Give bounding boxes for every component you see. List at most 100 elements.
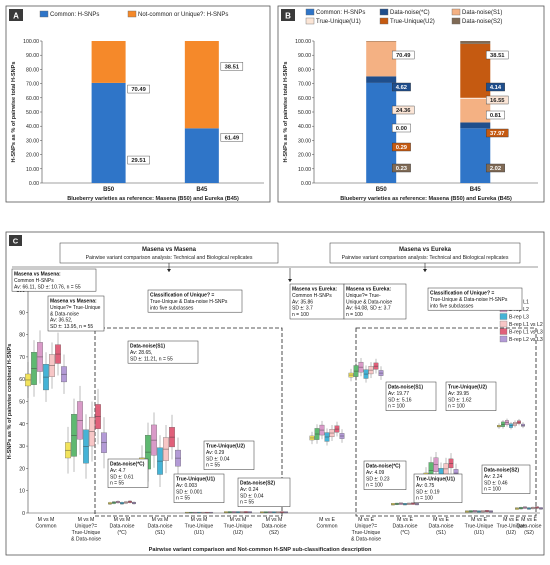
bar-segment: [460, 44, 490, 98]
annotation-text: Masena vs Masena:: [50, 299, 97, 305]
y-tick-label: 20.00: [26, 153, 39, 159]
x-tick-label: M vs M: [114, 517, 131, 523]
x-tick-label: Unique?=: [75, 524, 97, 530]
y-tick-label: 80.00: [26, 67, 39, 73]
annotation-text: Common H-SNPs: [292, 293, 332, 299]
annotation-text: SD ±: 0.001: [176, 489, 203, 495]
legend-swatch: [380, 18, 388, 24]
x-tick-label: B50: [103, 187, 115, 193]
x-tick-label: M vs M: [78, 517, 95, 523]
annotation-text: Av: 4.7: [110, 468, 126, 474]
legend-label: Data-noise(*C): [390, 10, 430, 16]
bar-segment: [366, 42, 396, 77]
data-label: 0.81: [490, 113, 502, 119]
x-tick-label: True-Unique: [465, 524, 494, 530]
annotation-text: into five subclasses: [430, 303, 474, 309]
x-tick-label: True-Unique: [352, 530, 381, 536]
bar-segment: [460, 41, 490, 44]
annotation-text: SD ±: 0.46: [484, 480, 508, 486]
annotation-text: n = 100: [366, 483, 383, 489]
x-tick-label: M vs E: [503, 517, 519, 523]
x-tick-label: Data-noise: [428, 524, 453, 530]
legend-swatch: [306, 9, 314, 15]
annotation-text: Masena vs Eureka:: [346, 287, 391, 293]
legend-label: True-Unique(U2): [390, 19, 435, 25]
annotation-text: SD ±: 11.21, n = 55: [130, 356, 173, 362]
data-label: 29.51: [131, 158, 146, 164]
x-tick-label: True-Unique: [224, 524, 253, 530]
data-label: 4.62: [396, 85, 407, 91]
y-tick-label: 60: [19, 377, 25, 383]
x-tick-label: Common: [35, 524, 56, 530]
legend-swatch: [452, 9, 460, 15]
panel-letter: A: [13, 12, 19, 21]
bar-segment: [185, 128, 219, 183]
x-tick-label: (U2): [233, 530, 243, 536]
annotation-text: Av: 0.24: [240, 487, 258, 493]
y-axis-label: H-SNPs as % of pairwise total H-SNPs: [283, 61, 289, 162]
legend-label: Data-noise(S2): [462, 19, 502, 25]
data-label: 2.02: [490, 166, 501, 172]
annotation-text: & Data-noise: [50, 311, 79, 317]
panel-frame: [6, 6, 270, 202]
annotation-text: SD ±: 3.7: [292, 306, 313, 312]
annotation-text: Data-noise(S1): [388, 385, 423, 391]
data-label: 24.36: [396, 108, 411, 114]
annotation-text: SD ±: 13.95, n = 55: [50, 324, 93, 330]
legend-label: B-rep L2 vs L3: [509, 337, 543, 343]
legend-swatch: [500, 314, 507, 320]
annotation-text: SD ±: 0.23: [366, 476, 390, 482]
x-tick-label: B45: [470, 187, 482, 193]
x-tick-label: (U1): [474, 530, 484, 536]
header-title: Masena vs Masena: [142, 247, 197, 253]
box: [260, 512, 263, 513]
data-label: 70.49: [131, 87, 146, 93]
y-axis-label: H-SNPs as % of pairwise combined H-SNPs: [7, 344, 13, 460]
y-tick-label: 70.00: [298, 82, 311, 88]
y-tick-label: 50.00: [26, 110, 39, 116]
header-title: Masena vs Eureka: [399, 247, 452, 253]
annotation-text: SD ±: 0.04: [206, 456, 230, 462]
y-axis-label: H-SNPs as % of pairwise total H-SNPs: [11, 61, 17, 162]
annotation-text: Unique?= True-Unique: [50, 305, 101, 311]
y-tick-label: 20.00: [298, 153, 311, 159]
data-label: 16.55: [490, 98, 505, 104]
y-tick-label: 0.00: [29, 181, 39, 187]
x-tick-label: M vs M: [230, 517, 247, 523]
y-tick-label: 30: [19, 444, 25, 450]
legend-swatch: [40, 11, 48, 17]
y-tick-label: 100.00: [295, 39, 311, 45]
x-tick-label: M vs M: [191, 517, 208, 523]
annotation-text: Data-noise(S2): [240, 481, 275, 487]
annotation-text: Data-noise(*C): [110, 462, 145, 468]
x-tick-label: & Data-noise: [71, 537, 101, 543]
y-tick-label: 60.00: [26, 96, 39, 102]
annotation-text: n = 100: [346, 312, 363, 318]
x-tick-label: M vs M: [266, 517, 283, 523]
legend-label: Common: H-SNPs: [316, 10, 365, 16]
annotation-text: True-Unique & Data-noise H-SNPs: [150, 299, 228, 305]
annotation-text: Av: 66.11, SD ±: 10.76, n = 55: [14, 284, 81, 290]
data-label: 4.14: [490, 85, 502, 91]
x-axis-label: Pairwise variant comparison and Not-comm…: [149, 547, 372, 553]
annotation-text: SD ±: 0.04: [240, 493, 264, 499]
bar-segment: [460, 128, 490, 183]
annotation-text: Unique?= True-: [346, 293, 381, 299]
y-tick-label: 10.00: [298, 167, 311, 173]
x-tick-label: Data-noise: [392, 524, 417, 530]
x-tick-label: (S1): [436, 530, 446, 536]
bar-segment: [92, 83, 126, 183]
annotation-text: n = 55: [110, 481, 124, 487]
legend-label: True-Unique(U1): [316, 19, 361, 25]
x-tick-label: (*C): [400, 530, 409, 536]
annotation-text: n = 55: [240, 500, 254, 506]
x-tick-label: M vs M: [152, 517, 169, 523]
annotation-text: Av: 0.29: [206, 450, 224, 456]
y-tick-label: 30.00: [298, 138, 311, 144]
annotation-text: True-Unique(U1): [416, 477, 455, 483]
x-tick-label: Data-noise: [109, 524, 134, 530]
annotation-text: SD ±: 1.62: [448, 397, 472, 403]
